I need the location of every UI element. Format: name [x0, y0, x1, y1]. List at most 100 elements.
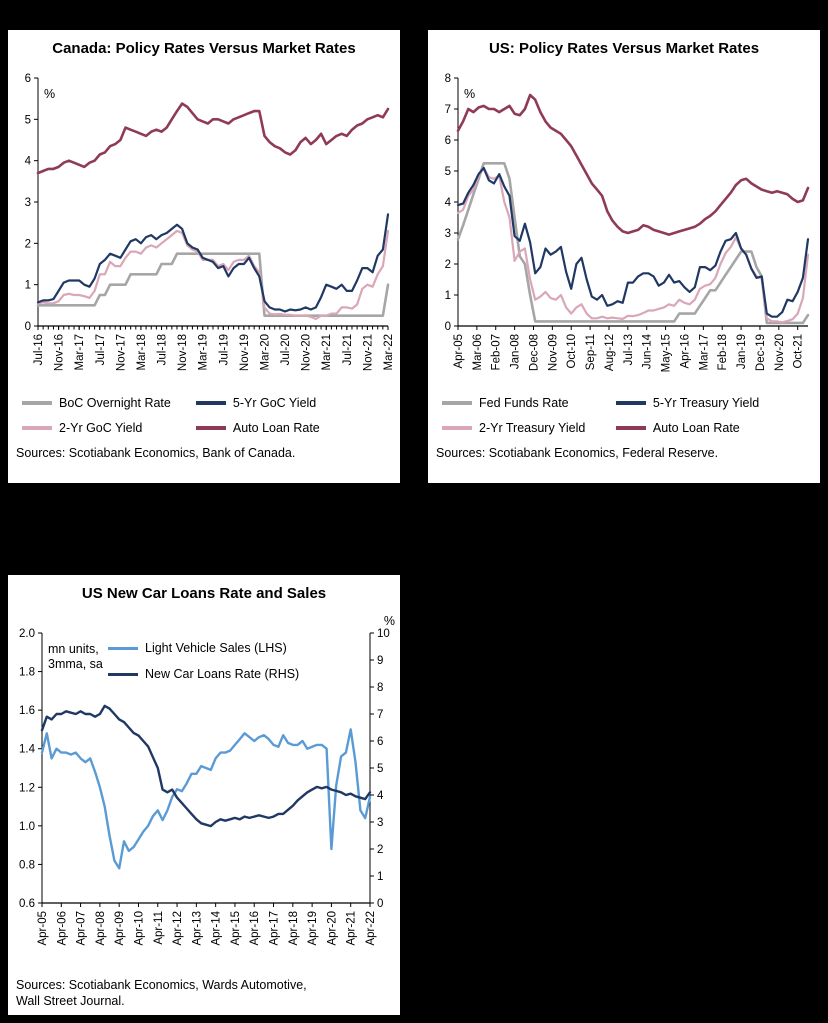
- svg-text:Jul-20: Jul-20: [280, 334, 292, 365]
- legend-label: BoC Overnight Rate: [59, 396, 171, 410]
- svg-text:0: 0: [25, 321, 31, 333]
- svg-text:Nov-21: Nov-21: [362, 334, 374, 371]
- legend-label: New Car Loans Rate (RHS): [145, 667, 300, 681]
- svg-text:7: 7: [377, 709, 383, 721]
- svg-text:Apr-18: Apr-18: [288, 911, 300, 946]
- legend-label: 5-Yr Treasury Yield: [652, 396, 760, 410]
- legend-swatch: [195, 426, 226, 430]
- svg-text:4: 4: [445, 197, 452, 209]
- svg-text:1.2: 1.2: [19, 782, 35, 794]
- svg-text:0.8: 0.8: [19, 859, 35, 871]
- svg-text:5: 5: [25, 114, 31, 126]
- svg-text:Dec-19: Dec-19: [755, 334, 767, 371]
- legend-item: Auto Loan Rate: [195, 421, 392, 435]
- svg-text:Apr-05: Apr-05: [453, 334, 465, 369]
- svg-text:0: 0: [377, 898, 383, 910]
- legend-label: Light Vehicle Sales (LHS): [145, 641, 287, 655]
- svg-text:%: %: [44, 87, 55, 101]
- svg-text:Mar-17: Mar-17: [698, 334, 710, 370]
- us-policy-rates-chart: 0 1 2 3 4 5 6 7 8 Apr-05 Mar-06 Feb-07 Jan-08 Dec-08 N…: [445, 73, 810, 372]
- svg-text:5: 5: [377, 763, 383, 775]
- legend-inside-plot: Light Vehicle Sales (LHS) New Car Loans …: [108, 641, 299, 681]
- panel-us-car-loans-sales: US New Car Loans Rate and Sales 0.6 0.8 1.…: [8, 575, 400, 1015]
- svg-text:Jun-14: Jun-14: [642, 333, 654, 369]
- svg-text:Mar-20: Mar-20: [259, 334, 271, 370]
- legend-item: 5-Yr Treasury Yield: [615, 396, 812, 410]
- svg-text:4: 4: [377, 790, 384, 802]
- svg-text:Jul-17: Jul-17: [95, 334, 107, 365]
- svg-text:Jan-08: Jan-08: [510, 334, 522, 369]
- svg-text:Apr-10: Apr-10: [133, 911, 145, 946]
- svg-text:Apr-20: Apr-20: [326, 911, 338, 946]
- panel-canada-policy-rates: Canada: Policy Rates Versus Market Rates…: [8, 30, 400, 483]
- svg-text:Mar-06: Mar-06: [472, 334, 484, 370]
- legend-swatch: [22, 426, 52, 430]
- legend-label: 2-Yr Treasury Yield: [479, 421, 586, 435]
- sources-line: Wall Street Journal.: [16, 994, 125, 1009]
- svg-text:1: 1: [445, 290, 451, 302]
- svg-text:Apr-07: Apr-07: [76, 911, 88, 946]
- svg-text:2.0: 2.0: [19, 628, 35, 640]
- svg-text:6: 6: [25, 73, 31, 85]
- svg-text:8: 8: [445, 73, 451, 85]
- svg-text:%: %: [384, 614, 395, 628]
- svg-text:Apr-17: Apr-17: [269, 911, 281, 946]
- svg-text:9: 9: [377, 655, 383, 667]
- svg-text:Sep-11: Sep-11: [585, 334, 597, 370]
- legend-label: 5-Yr GoC Yield: [232, 396, 317, 410]
- canada-policy-rates-chart: 0 1 2 3 4 5 6 Jul-16 Nov-16 Mar-17 Jul-17 Nov-17 Mar…: [25, 73, 395, 371]
- svg-text:Jul-18: Jul-18: [157, 334, 169, 365]
- svg-text:Jul-19: Jul-19: [218, 334, 230, 365]
- legend-label: 2-Yr GoC Yield: [59, 421, 143, 435]
- svg-text:Aug-12: Aug-12: [604, 334, 616, 371]
- svg-text:Apr-08: Apr-08: [95, 911, 107, 946]
- svg-text:Nov-20: Nov-20: [774, 334, 786, 371]
- legend-item: Fed Funds Rate: [442, 396, 616, 410]
- legend-item: BoC Overnight Rate: [22, 396, 196, 410]
- svg-text:Mar-22: Mar-22: [383, 334, 395, 370]
- legend-us: Fed Funds Rate 5-Yr Treasury Yield 2-Yr …: [428, 390, 820, 435]
- svg-text:Apr-16: Apr-16: [249, 911, 261, 946]
- svg-text:Apr-16: Apr-16: [679, 334, 691, 369]
- svg-text:5: 5: [445, 166, 451, 178]
- svg-text:mn units,: mn units,: [48, 642, 99, 656]
- sources-note-us: Sources: Scotiabank Economics, Federal R…: [436, 446, 719, 460]
- legend-swatch: [442, 426, 472, 430]
- svg-text:Feb-07: Feb-07: [491, 334, 503, 370]
- svg-text:Apr-22: Apr-22: [365, 911, 377, 946]
- svg-text:Apr-14: Apr-14: [211, 910, 223, 945]
- svg-text:Nov-16: Nov-16: [54, 334, 66, 371]
- svg-text:1: 1: [377, 871, 383, 883]
- svg-text:Jan-19: Jan-19: [736, 334, 748, 369]
- svg-text:Dec-08: Dec-08: [528, 334, 540, 371]
- sources-note-canada: Sources: Scotiabank Economics, Bank of C…: [16, 446, 296, 460]
- legend-swatch: [108, 646, 138, 650]
- svg-text:6: 6: [445, 135, 451, 147]
- svg-text:6: 6: [377, 736, 383, 748]
- svg-text:Oct-21: Oct-21: [793, 334, 805, 369]
- svg-text:%: %: [464, 87, 475, 101]
- chart-title-canada: Canada: Policy Rates Versus Market Rates: [52, 40, 356, 57]
- svg-text:Mar-19: Mar-19: [198, 334, 210, 370]
- svg-text:Apr-05: Apr-05: [37, 911, 49, 946]
- chart-title-us: US: Policy Rates Versus Market Rates: [488, 40, 760, 57]
- svg-text:1.4: 1.4: [19, 744, 36, 756]
- sources-line: Sources: Scotiabank Economics, Wards Aut…: [16, 978, 307, 992]
- legend-swatch: [442, 401, 472, 405]
- svg-text:Nov-19: Nov-19: [239, 334, 251, 371]
- svg-text:Apr-12: Apr-12: [172, 911, 184, 946]
- legend-item: 2-Yr Treasury Yield: [442, 421, 616, 435]
- svg-text:Apr-15: Apr-15: [230, 911, 242, 946]
- svg-text:Oct-10: Oct-10: [566, 334, 578, 369]
- svg-text:7: 7: [445, 104, 451, 116]
- svg-text:2: 2: [445, 259, 451, 271]
- legend-canada: BoC Overnight Rate 5-Yr GoC Yield 2-Yr G…: [8, 390, 400, 435]
- svg-text:1.6: 1.6: [19, 705, 35, 717]
- legend-swatch: [195, 401, 226, 405]
- svg-text:2: 2: [377, 844, 383, 856]
- chart-title-car-loans: US New Car Loans Rate and Sales: [81, 585, 327, 602]
- svg-text:8: 8: [377, 682, 383, 694]
- svg-text:Jul-13: Jul-13: [623, 334, 635, 365]
- svg-text:Mar-17: Mar-17: [74, 334, 86, 370]
